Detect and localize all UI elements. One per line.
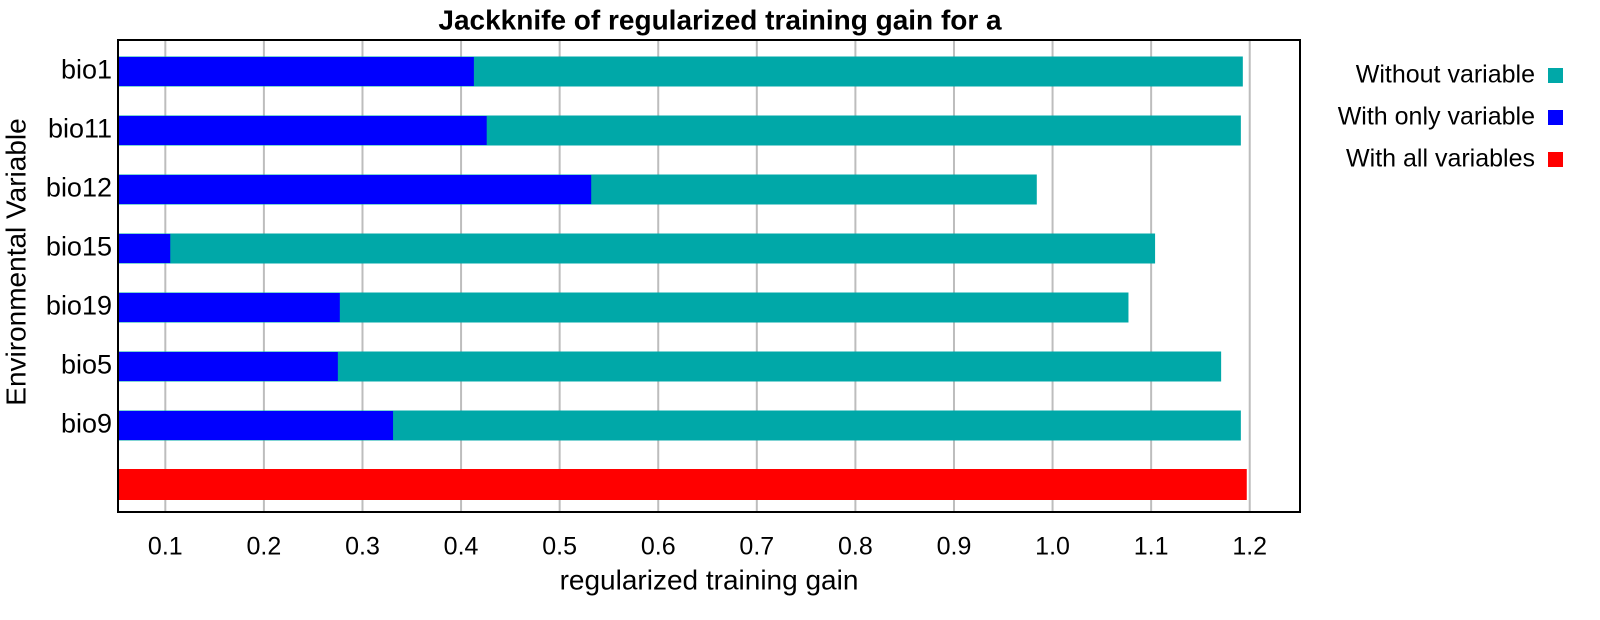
x-tick-label: 0.4: [444, 533, 479, 561]
y-tick-label: bio1: [61, 55, 112, 85]
x-tick-label: 1.1: [1134, 533, 1169, 561]
y-axis-label: Environmental Variable: [0, 118, 31, 405]
bar: [118, 175, 592, 204]
y-tick-label: bio9: [61, 409, 112, 439]
x-tick-label: 0.5: [542, 533, 577, 561]
y-tick-label: bio19: [46, 291, 112, 321]
y-tick-label: bio15: [46, 232, 112, 262]
x-tick-label: 0.2: [247, 533, 282, 561]
x-tick-label: 0.1: [148, 533, 183, 561]
bar: [118, 116, 487, 145]
y-tick-label: bio5: [61, 350, 112, 380]
legend-label: With only variable: [1338, 103, 1535, 131]
plot-frame: [117, 39, 1301, 513]
bar: [118, 411, 394, 440]
bar: [118, 469, 1247, 500]
bar: [118, 234, 171, 263]
x-tick-label: 0.9: [937, 533, 972, 561]
legend-label: Without variable: [1356, 61, 1535, 89]
legend-swatch: [1548, 110, 1563, 125]
bar: [118, 352, 338, 381]
bar: [118, 57, 474, 86]
y-tick-label: bio12: [46, 173, 112, 203]
x-tick-label: 0.8: [838, 533, 873, 561]
bar: [118, 233, 1156, 264]
legend-swatch: [1548, 152, 1563, 167]
chart-title: Jackknife of regularized training gain f…: [438, 4, 1002, 35]
x-tick-label: 0.6: [641, 533, 676, 561]
x-tick-label: 0.3: [345, 533, 380, 561]
legend-label: With all variables: [1346, 145, 1535, 173]
x-axis-label: regularized training gain: [560, 564, 859, 595]
x-tick-label: 1.2: [1232, 533, 1267, 561]
legend-swatch: [1548, 68, 1563, 83]
x-tick-label: 0.7: [739, 533, 774, 561]
bar: [118, 293, 340, 322]
x-tick-label: 1.0: [1035, 533, 1070, 561]
y-tick-label: bio11: [48, 114, 112, 144]
